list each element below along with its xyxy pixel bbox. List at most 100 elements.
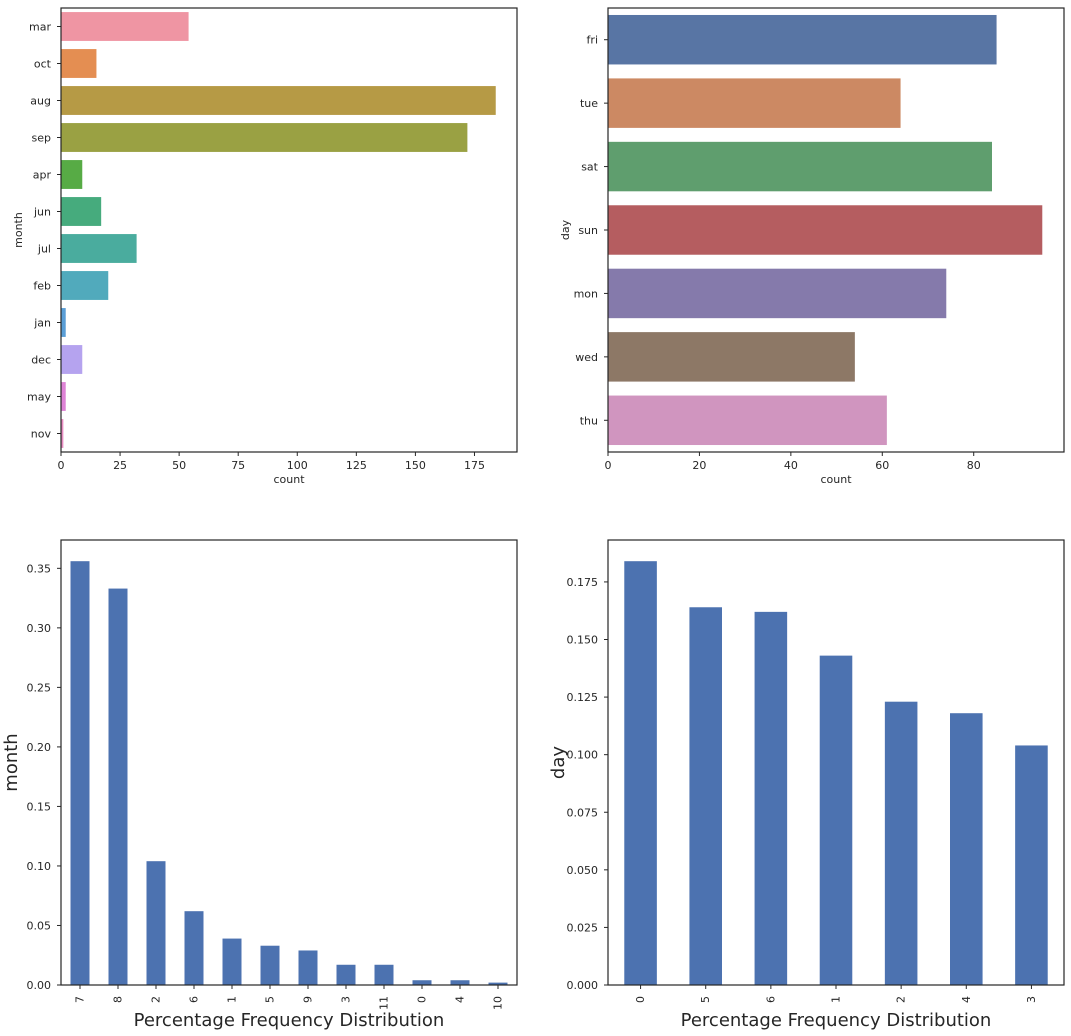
y-axis-label: day xyxy=(559,219,572,240)
bar-4 xyxy=(450,980,470,985)
y-tick-label: jun xyxy=(33,206,51,219)
y-tick-label: 0.000 xyxy=(567,979,599,992)
bar-10 xyxy=(488,982,508,985)
y-tick-label: 0.150 xyxy=(567,634,599,647)
y-tick-label: 0.30 xyxy=(27,622,52,635)
y-tick-label: oct xyxy=(34,58,52,71)
bar-1 xyxy=(222,938,242,985)
x-axis-label: count xyxy=(273,473,305,486)
bar-7 xyxy=(70,561,90,985)
plot-frame xyxy=(607,7,1065,453)
x-tick-label: 2 xyxy=(895,996,908,1003)
bar-2 xyxy=(884,701,918,985)
month-count-bar-chart: mar oct aug sep apr jun jul feb jan dec may nov 0 25 5… xyxy=(12,7,518,486)
y-tick-label: 0.050 xyxy=(567,864,599,877)
plot-frame xyxy=(607,539,1065,986)
y-tick-label: thu xyxy=(580,414,598,427)
y-tick-label: feb xyxy=(33,280,51,293)
bar-3 xyxy=(336,964,356,985)
bar-mar xyxy=(61,12,189,41)
bar-dec xyxy=(61,345,83,374)
bar-5 xyxy=(260,945,280,985)
y-tick-label: mon xyxy=(574,287,598,300)
x-tick-label: 8 xyxy=(112,996,125,1003)
bar-nov xyxy=(61,419,64,448)
day-count-bar-chart: fri tue sat sun mon wed thu 0 20 40 60 80 count day xyxy=(559,7,1065,486)
x-tick-label: 11 xyxy=(378,996,391,1010)
x-tick-label: 3 xyxy=(340,996,353,1003)
bar-3 xyxy=(1015,745,1048,985)
x-tick-label: 6 xyxy=(188,996,201,1003)
x-tick-label: 5 xyxy=(699,996,712,1003)
x-tick-label: 0 xyxy=(605,459,612,472)
x-tick-label: 0 xyxy=(416,996,429,1003)
bar-9 xyxy=(298,950,318,985)
x-tick-label: 1 xyxy=(226,996,239,1003)
x-tick-label: 10 xyxy=(492,996,505,1010)
bar-aug xyxy=(61,86,496,115)
y-tick-label: sun xyxy=(578,224,598,237)
plot-frame xyxy=(60,539,518,986)
bar-sun xyxy=(608,205,1043,255)
y-tick-label: 0.35 xyxy=(27,562,52,575)
x-tick-label: 75 xyxy=(231,459,245,472)
bar-sep xyxy=(61,123,468,152)
bar-0 xyxy=(624,561,657,985)
x-tick-label: 40 xyxy=(784,459,798,472)
bar-2 xyxy=(146,861,166,985)
x-tick-label: 125 xyxy=(346,459,367,472)
bar-fri xyxy=(608,14,997,65)
bar-jul xyxy=(61,234,137,263)
bar-may xyxy=(61,382,66,411)
bar-11 xyxy=(374,964,394,985)
bar-6 xyxy=(754,611,788,985)
bar-4 xyxy=(950,713,983,985)
x-tick-label: 50 xyxy=(172,459,186,472)
x-axis-label: Percentage Frequency Distribution xyxy=(134,1010,445,1031)
plot-frame xyxy=(60,7,518,453)
x-tick-label: 7 xyxy=(74,996,87,1003)
y-tick-label: sat xyxy=(581,161,598,174)
y-tick-label: 0.025 xyxy=(567,921,599,934)
x-tick-label: 2 xyxy=(150,996,163,1003)
y-tick-label: apr xyxy=(33,169,52,182)
bar-jan xyxy=(61,308,66,337)
y-tick-label: jan xyxy=(33,317,51,330)
x-tick-label: 4 xyxy=(454,996,467,1003)
x-tick-label: 3 xyxy=(1025,996,1038,1003)
bar-5 xyxy=(689,607,722,985)
x-tick-label: 0 xyxy=(58,459,65,472)
bar-oct xyxy=(61,49,97,78)
bar-jun xyxy=(61,197,102,226)
bar-mon xyxy=(608,268,947,319)
x-tick-label: 9 xyxy=(302,996,315,1003)
y-tick-label: wed xyxy=(575,351,598,364)
day-frequency-bar-chart: 0 5 6 1 2 4 3 0.000 0.025 0.050 0.075 0.100 0.125 0.1… xyxy=(548,539,1065,1031)
bar-6 xyxy=(184,911,204,985)
x-tick-label: 150 xyxy=(405,459,426,472)
x-tick-label: 20 xyxy=(692,459,706,472)
x-tick-label: 60 xyxy=(875,459,889,472)
y-tick-label: 0.05 xyxy=(27,919,52,932)
y-tick-label: tue xyxy=(580,97,598,110)
x-tick-label: 100 xyxy=(287,459,308,472)
x-tick-label: 80 xyxy=(967,459,981,472)
y-tick-label: nov xyxy=(31,428,52,441)
month-frequency-bar-chart: 7 8 2 6 1 5 9 3 11 0 4 100.000.050.100.150.200.250.… xyxy=(1,539,518,1031)
y-tick-label: mar xyxy=(29,21,51,34)
x-axis-label: Percentage Frequency Distribution xyxy=(681,1010,992,1031)
y-tick-label: 0.175 xyxy=(567,576,599,589)
y-tick-label: 0.125 xyxy=(567,691,599,704)
bar-8 xyxy=(108,588,128,985)
bar-thu xyxy=(608,395,887,446)
y-tick-label: fri xyxy=(587,34,598,47)
y-axis-label: month xyxy=(1,733,22,791)
y-tick-label: 0.20 xyxy=(27,741,52,754)
x-tick-label: 1 xyxy=(830,996,843,1003)
y-tick-label: 0.00 xyxy=(27,979,52,992)
y-tick-label: 0.25 xyxy=(27,681,52,694)
x-tick-label: 0 xyxy=(634,996,647,1003)
x-tick-label: 4 xyxy=(960,996,973,1003)
x-axis-label: count xyxy=(820,473,852,486)
